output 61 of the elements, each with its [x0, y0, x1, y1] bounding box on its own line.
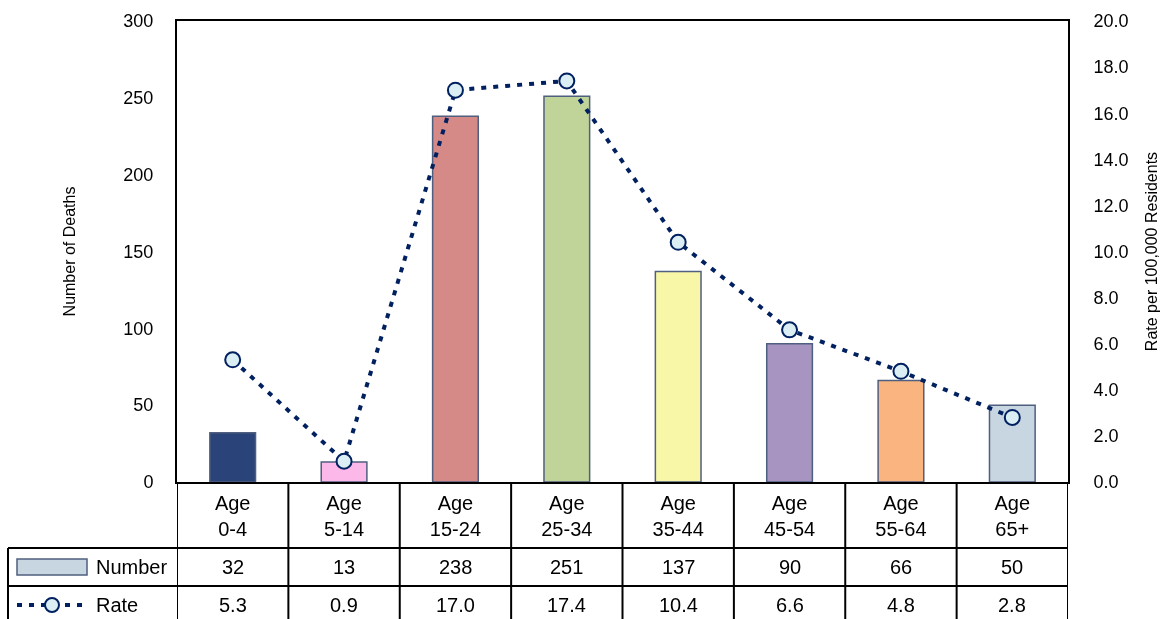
- data-label: 137: [662, 556, 696, 578]
- y-tick-label: 150: [123, 241, 154, 262]
- data-label: 4.8: [887, 594, 915, 616]
- x-tick-label: Age 5-14: [324, 492, 365, 540]
- data-label: 13: [333, 556, 356, 578]
- bar: [988, 404, 1036, 482]
- bar: [543, 95, 591, 482]
- data-label: 0.9: [330, 594, 358, 616]
- y-tick-label: 0: [143, 472, 154, 493]
- y2-tick-label: 10.0: [1093, 241, 1129, 262]
- data-label: 17.0: [436, 594, 475, 616]
- data-label: 10.4: [659, 594, 698, 616]
- y2-tick-label: 8.0: [1093, 287, 1119, 308]
- point: [892, 362, 910, 380]
- data-label: 66: [890, 556, 913, 578]
- data-label: 50: [1001, 556, 1024, 578]
- x-tick-label: Age 65+: [994, 492, 1031, 540]
- x-tick-label: Age 55-64: [875, 492, 927, 540]
- x-tick-label: Age 15-24: [429, 492, 482, 540]
- point: [224, 351, 242, 369]
- point: [446, 81, 464, 99]
- data-label: 251: [550, 556, 584, 578]
- data-label: 6.6: [776, 594, 804, 616]
- point: [335, 452, 353, 470]
- y-tick-label: 300: [123, 11, 154, 32]
- y-tick-label: 50: [133, 395, 154, 416]
- point: [1003, 408, 1021, 426]
- y2-axis-title: Rate per 100,000 Residents: [1142, 151, 1160, 352]
- y2-tick-label: 14.0: [1093, 149, 1129, 170]
- data-label: 32: [222, 556, 245, 578]
- bar: [209, 432, 257, 482]
- data-label: 238: [439, 556, 473, 578]
- x-tick-label: Age 25-34: [541, 492, 593, 540]
- bar: [654, 270, 702, 482]
- point: [669, 233, 687, 251]
- y2-tick-label: 4.0: [1093, 380, 1119, 401]
- y2-tick-label: 20.0: [1093, 11, 1129, 32]
- y2-tick-label: 16.0: [1093, 103, 1129, 124]
- bar: [765, 342, 814, 482]
- y-tick-label: 200: [123, 164, 154, 185]
- x-tick-label: Age 0-4: [214, 492, 251, 540]
- x-tick-label: Age 35-44: [652, 492, 704, 540]
- y2-tick-label: 0.0: [1093, 472, 1119, 493]
- data-label: 17.4: [547, 594, 586, 616]
- y-tick-label: 250: [123, 88, 154, 109]
- data-label: 5.3: [219, 594, 247, 616]
- bar: [877, 379, 925, 482]
- y2-tick-label: 18.0: [1093, 57, 1129, 78]
- legend-label: Rate: [96, 594, 139, 616]
- legend-label: Number: [96, 556, 168, 578]
- y2-tick-label: 6.0: [1093, 334, 1119, 354]
- data-label: 90: [779, 556, 802, 578]
- y-axis-title: Number of Deaths: [60, 186, 78, 317]
- x-tick-label: Age 45-54: [763, 492, 816, 540]
- point: [781, 321, 799, 339]
- bar: [431, 115, 480, 482]
- y-tick-label: 100: [123, 318, 154, 339]
- point: [558, 72, 576, 90]
- data-label: 2.8: [998, 594, 1026, 616]
- y2-tick-label: 2.0: [1093, 426, 1119, 447]
- y2-tick-label: 12.0: [1093, 195, 1129, 216]
